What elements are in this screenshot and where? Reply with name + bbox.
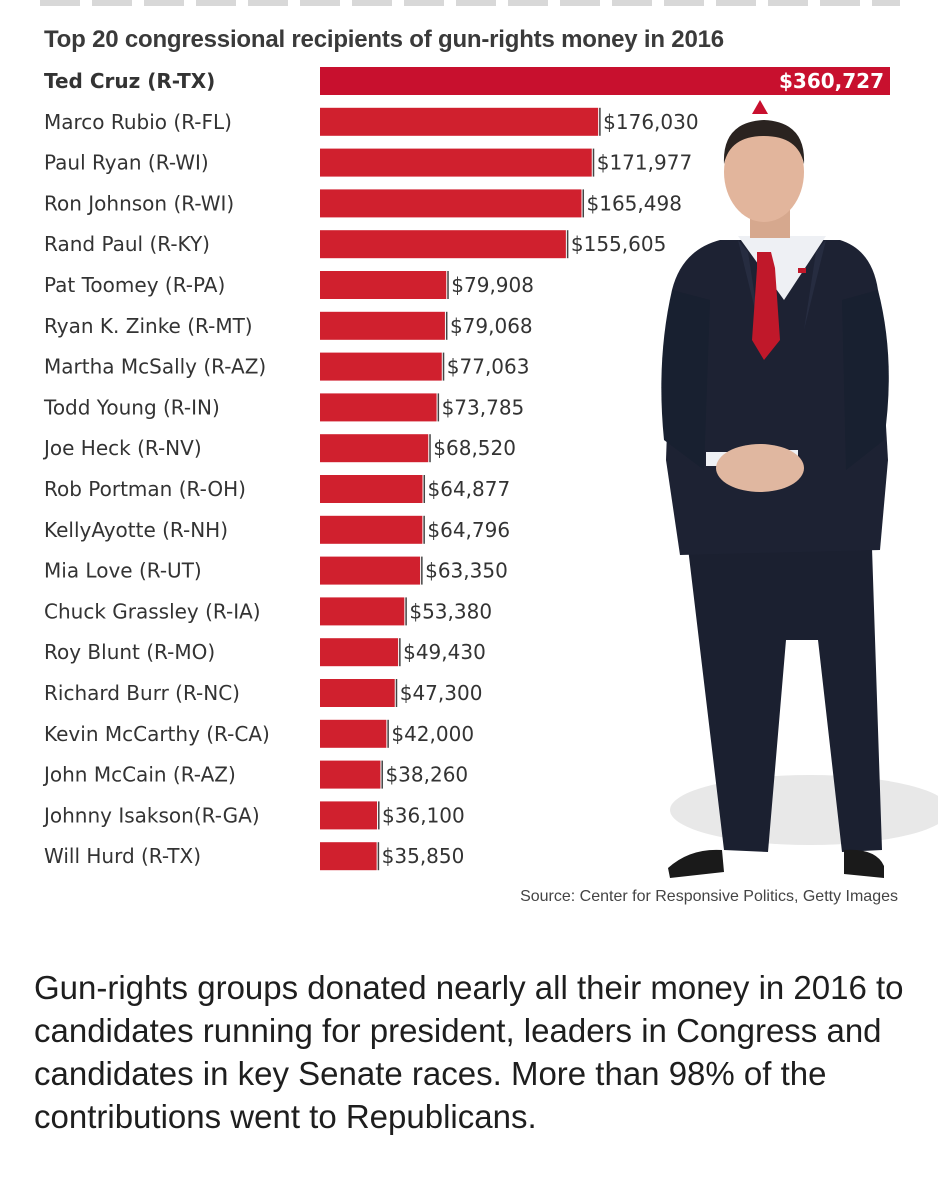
category-label-rob-portman-r-oh: Rob Portman (R-OH) (44, 477, 246, 501)
category-label-roy-blunt-r-mo: Roy Blunt (R-MO) (44, 640, 215, 664)
bar-ted-cruz-r-tx (320, 67, 890, 95)
bar-johnny-isakson-r-ga (320, 801, 378, 830)
top-decorative-strip (40, 0, 900, 6)
value-label-richard-burr-r-nc: $47,300 (400, 681, 483, 705)
value-label-rand-paul-r-ky: $155,605 (571, 232, 666, 256)
bars-layer: Ted Cruz (R-TX) $360,727 Marco Rubio (R-FL… (42, 67, 890, 871)
bar-martha-mcsally-r-az (320, 352, 442, 381)
value-divider (437, 393, 440, 422)
value-divider (445, 311, 448, 340)
category-label-will-hurd-r-tx: Will Hurd (R-TX) (44, 844, 201, 868)
category-label-mia-love-r-ut: Mia Love (R-UT) (44, 559, 202, 583)
value-divider (442, 352, 445, 381)
bar-will-hurd-r-tx (320, 842, 377, 871)
bar-roy-blunt-r-mo (320, 638, 399, 667)
value-label-kellyayotte-r-nh: $64,796 (427, 518, 510, 542)
value-label-johnny-isakson-r-ga: $36,100 (382, 803, 465, 827)
bar-john-mccain-r-az (320, 760, 381, 789)
category-label-kevin-mccarthy-r-ca: Kevin McCarthy (R-CA) (44, 722, 270, 746)
value-label-kevin-mccarthy-r-ca: $42,000 (391, 722, 474, 746)
value-label-martha-mcsally-r-az: $77,063 (447, 355, 530, 379)
ted-cruz-standing-photo (661, 120, 938, 878)
value-label-will-hurd-r-tx: $35,850 (382, 844, 465, 868)
value-divider (566, 230, 569, 259)
value-label-todd-young-r-in: $73,785 (442, 395, 525, 419)
bar-marco-rubio-r-fl (320, 107, 599, 136)
value-label-roy-blunt-r-mo: $49,430 (403, 640, 486, 664)
value-divider (423, 515, 425, 544)
bar-ryan-k-zinke-r-mt (320, 311, 445, 340)
category-label-paul-ryan-r-wi: Paul Ryan (R-WI) (44, 151, 209, 175)
bar-kellyayotte-r-nh (320, 515, 423, 544)
value-divider (399, 638, 401, 667)
category-label-martha-mcsally-r-az: Martha McSally (R-AZ) (44, 355, 266, 379)
bar-pat-toomey-r-pa (320, 271, 447, 299)
category-label-pat-toomey-r-pa: Pat Toomey (R-PA) (44, 273, 225, 297)
category-label-marco-rubio-r-fl: Marco Rubio (R-FL) (44, 110, 232, 134)
category-label-todd-young-r-in: Todd Young (R-IN) (43, 395, 220, 419)
article-caption: Gun-rights groups donated nearly all the… (34, 969, 904, 1135)
category-label-rand-paul-r-ky: Rand Paul (R-KY) (44, 232, 210, 256)
value-divider (582, 189, 585, 218)
chart-area: Ted Cruz (R-TX) $360,727 Marco Rubio (R-FL… (42, 67, 938, 878)
bar-richard-burr-r-nc (320, 679, 395, 707)
value-divider (429, 434, 431, 463)
category-label-kellyayotte-r-nh: KellyAyotte (R-NH) (44, 518, 228, 542)
value-label-chuck-grassley-r-ia: $53,380 (409, 599, 492, 623)
category-label-ryan-k-zinke-r-mt: Ryan K. Zinke (R-MT) (44, 314, 253, 338)
category-label-johnny-isakson-r-ga: Johnny Isakson(R-GA) (42, 803, 260, 827)
value-label-ryan-k-zinke-r-mt: $79,068 (450, 314, 533, 338)
value-label-ron-johnson-r-wi: $165,498 (587, 191, 682, 215)
bar-rob-portman-r-oh (320, 475, 423, 503)
bar-ron-johnson-r-wi (320, 189, 582, 218)
value-label-john-mccain-r-az: $38,260 (385, 763, 468, 787)
value-label-ted-cruz-r-tx: $360,727 (779, 69, 884, 93)
value-label-mia-love-r-ut: $63,350 (425, 559, 508, 583)
value-label-rob-portman-r-oh: $64,877 (428, 477, 511, 501)
value-divider (421, 556, 423, 585)
value-divider (447, 271, 449, 299)
category-label-ron-johnson-r-wi: Ron Johnson (R-WI) (44, 191, 234, 215)
bar-kevin-mccarthy-r-ca (320, 719, 387, 748)
bar-joe-heck-r-nv (320, 434, 429, 463)
value-label-pat-toomey-r-pa: $79,908 (451, 273, 534, 297)
chart-title: Top 20 congressional recipients of gun-r… (44, 26, 724, 53)
value-divider (423, 475, 426, 503)
value-divider (387, 719, 389, 748)
value-divider (592, 148, 595, 177)
value-label-paul-ryan-r-wi: $171,977 (597, 151, 692, 175)
category-label-ted-cruz-r-tx: Ted Cruz (R-TX) (44, 69, 215, 93)
category-label-richard-burr-r-nc: Richard Burr (R-NC) (44, 681, 240, 705)
bar-paul-ryan-r-wi (320, 148, 592, 177)
value-divider (599, 107, 601, 136)
bar-rand-paul-r-ky (320, 230, 566, 259)
value-divider (405, 597, 407, 626)
bar-chuck-grassley-r-ia (320, 597, 405, 626)
value-label-joe-heck-r-nv: $68,520 (433, 436, 516, 460)
triangle-up-icon (752, 100, 768, 114)
bar-mia-love-r-ut (320, 556, 421, 585)
value-divider (377, 842, 380, 871)
category-label-joe-heck-r-nv: Joe Heck (R-NV) (42, 436, 202, 460)
value-divider (395, 679, 398, 707)
bar-todd-young-r-in (320, 393, 437, 422)
value-divider (381, 760, 383, 789)
category-label-john-mccain-r-az: John McCain (R-AZ) (42, 763, 236, 787)
source-note: Source: Center for Responsive Politics, … (520, 888, 898, 905)
value-divider (378, 801, 380, 830)
value-label-marco-rubio-r-fl: $176,030 (603, 110, 698, 134)
category-label-chuck-grassley-r-ia: Chuck Grassley (R-IA) (44, 599, 261, 623)
